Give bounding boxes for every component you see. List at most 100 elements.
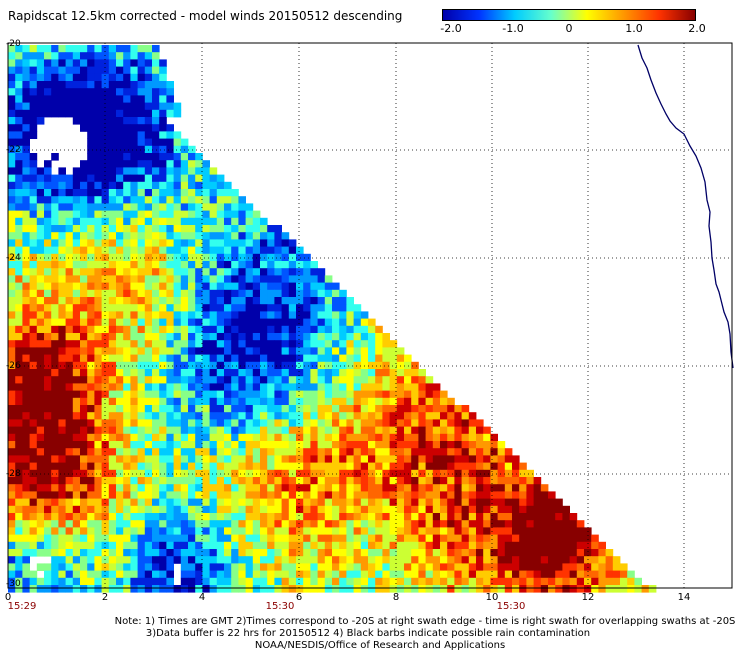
- data-cell: [627, 577, 635, 586]
- data-cell: [80, 369, 88, 377]
- data-cell: [440, 585, 448, 593]
- data-cell: [317, 527, 326, 535]
- data-cell: [382, 397, 390, 406]
- data-cell: [94, 311, 102, 319]
- data-cell: [368, 585, 376, 593]
- data-cell: [368, 498, 376, 507]
- data-cell: [260, 347, 268, 355]
- data-cell: [159, 117, 167, 125]
- data-cell: [569, 513, 578, 521]
- data-cell: [375, 354, 383, 363]
- data-cell: [94, 102, 102, 111]
- data-cell: [411, 369, 419, 377]
- data-cell: [418, 448, 426, 456]
- data-cell: [36, 59, 45, 67]
- data-cell: [267, 477, 275, 485]
- data-cell: [288, 505, 297, 514]
- data-cell: [634, 577, 642, 586]
- data-cell: [540, 498, 549, 507]
- data-cell: [404, 491, 412, 499]
- data-cell: [267, 441, 275, 449]
- data-cell: [15, 570, 23, 579]
- data-cell: [346, 484, 354, 492]
- data-cell: [44, 541, 52, 550]
- data-cell: [375, 405, 383, 413]
- data-cell: [144, 448, 153, 456]
- data-cell: [231, 477, 239, 485]
- data-cell: [144, 160, 153, 168]
- data-cell: [116, 153, 124, 161]
- data-cell: [317, 448, 326, 456]
- data-cell: [303, 484, 311, 492]
- data-cell: [231, 556, 239, 564]
- data-cell: [116, 268, 124, 276]
- data-cell: [209, 361, 218, 370]
- data-cell: [87, 520, 95, 528]
- data-cell: [382, 354, 390, 363]
- data-cell: [288, 498, 297, 507]
- data-cell: [65, 462, 74, 471]
- data-cell: [152, 138, 160, 147]
- data-cell: [87, 181, 95, 190]
- data-cell: [490, 505, 498, 514]
- data-cell: [137, 419, 146, 427]
- data-cell: [288, 513, 297, 521]
- data-cell: [396, 448, 405, 456]
- data-cell: [8, 253, 16, 262]
- data-cell: [8, 469, 16, 478]
- data-cell: [332, 405, 340, 413]
- data-cell: [332, 340, 340, 348]
- data-cell: [274, 462, 282, 471]
- data-cell: [231, 448, 239, 456]
- data-cell: [123, 131, 131, 139]
- data-cell: [123, 268, 131, 276]
- data-cell: [296, 361, 304, 370]
- data-cell: [267, 376, 275, 384]
- data-cell: [144, 95, 153, 103]
- data-cell: [137, 131, 146, 139]
- data-cell: [303, 549, 311, 557]
- data-cell: [245, 261, 254, 269]
- data-cell: [144, 469, 153, 478]
- data-cell: [137, 318, 146, 327]
- data-cell: [533, 585, 542, 593]
- data-cell: [116, 520, 124, 528]
- data-cell: [303, 311, 311, 319]
- data-cell: [80, 563, 88, 571]
- data-cell: [209, 541, 218, 550]
- data-cell: [224, 289, 232, 298]
- data-cell: [418, 455, 426, 463]
- data-cell: [310, 369, 318, 377]
- data-cell: [216, 390, 225, 399]
- data-cell: [137, 253, 146, 262]
- data-cell: [180, 232, 189, 240]
- data-cell: [296, 325, 304, 334]
- data-cell: [540, 505, 549, 514]
- data-cell: [87, 527, 95, 535]
- data-cell: [144, 534, 153, 543]
- data-cell: [339, 513, 347, 521]
- data-cell: [65, 174, 74, 183]
- data-cell: [216, 520, 225, 528]
- data-cell: [339, 390, 347, 399]
- data-cell: [173, 426, 182, 435]
- data-cell: [195, 203, 203, 211]
- data-cell: [504, 505, 513, 514]
- data-cell: [152, 268, 160, 276]
- data-cell: [144, 498, 153, 507]
- data-cell: [8, 102, 16, 111]
- data-cell: [8, 145, 16, 154]
- data-cell: [468, 469, 477, 478]
- data-cell: [288, 361, 297, 370]
- data-cell: [144, 462, 153, 471]
- data-cell: [418, 477, 426, 485]
- data-cell: [94, 246, 102, 255]
- data-cell: [368, 397, 376, 406]
- data-cell: [454, 477, 462, 485]
- data-cell: [80, 570, 88, 579]
- data-cell: [252, 527, 261, 535]
- data-cell: [108, 383, 117, 391]
- data-cell: [166, 361, 174, 370]
- data-cell: [404, 577, 412, 586]
- data-cell: [224, 383, 232, 391]
